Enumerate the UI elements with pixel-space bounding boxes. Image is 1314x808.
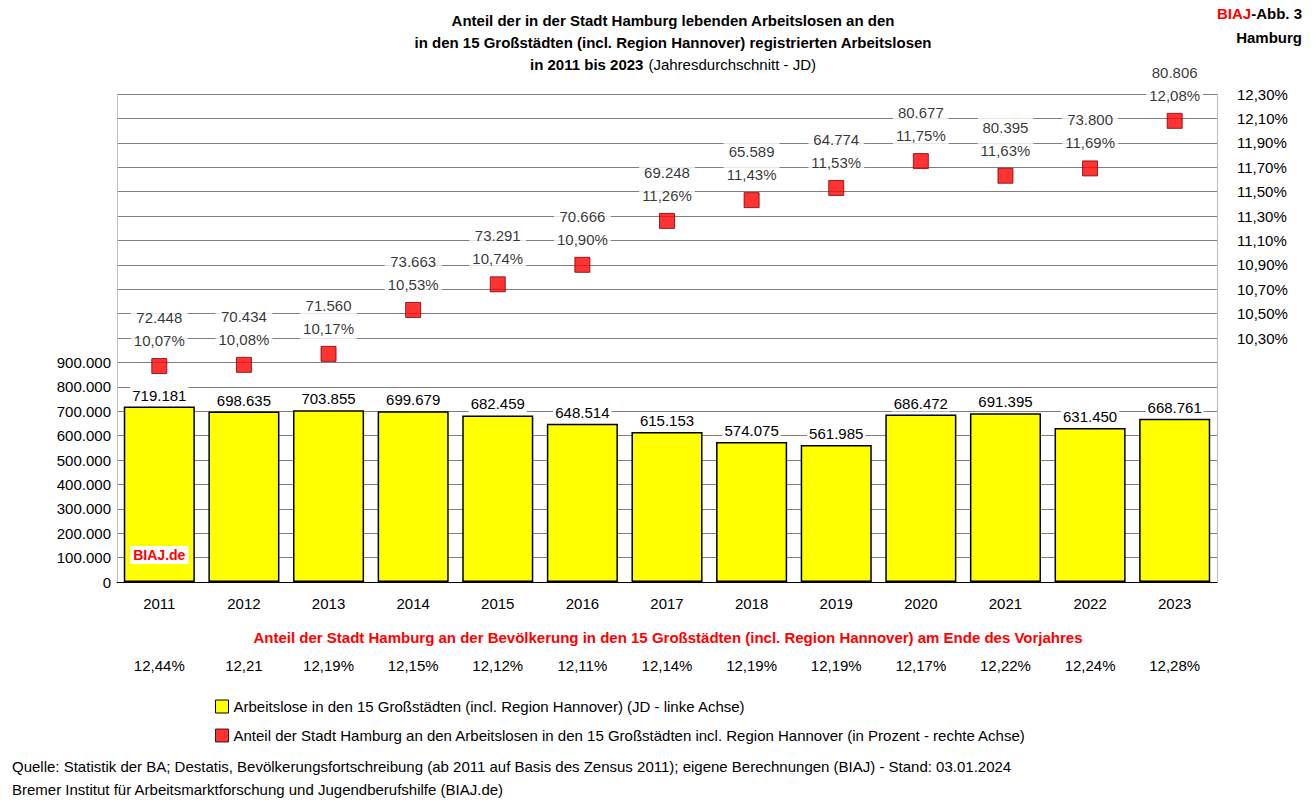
svg-text:12,15%: 12,15% <box>388 657 439 674</box>
svg-text:BIAJ.de: BIAJ.de <box>133 547 185 563</box>
svg-text:10,74%: 10,74% <box>472 250 523 267</box>
svg-text:631.450: 631.450 <box>1063 408 1117 425</box>
svg-text:in den 15 Großstädten (incl. R: in den 15 Großstädten (incl. Region Hann… <box>414 34 931 51</box>
svg-text:70.666: 70.666 <box>559 208 605 225</box>
svg-text:100.000: 100.000 <box>57 549 111 566</box>
svg-text:(Jahresdurchschnitt - JD): (Jahresdurchschnitt - JD) <box>648 56 816 73</box>
svg-text:11,75%: 11,75% <box>896 127 946 144</box>
svg-text:71.560: 71.560 <box>306 297 352 314</box>
svg-text:2023: 2023 <box>1158 595 1191 612</box>
svg-text:11,53%: 11,53% <box>811 154 861 171</box>
svg-text:10,70%: 10,70% <box>1237 281 1288 298</box>
svg-text:400.000: 400.000 <box>57 476 111 493</box>
svg-text:10,30%: 10,30% <box>1237 330 1288 347</box>
svg-text:12,21: 12,21 <box>225 657 263 674</box>
svg-text:73.663: 73.663 <box>390 253 436 270</box>
svg-text:Arbeitslose in den 15 Großstäd: Arbeitslose in den 15 Großstädten (incl.… <box>234 698 745 715</box>
svg-text:10,50%: 10,50% <box>1237 305 1288 322</box>
svg-text:10,07%: 10,07% <box>134 332 185 349</box>
svg-text:70.434: 70.434 <box>221 308 267 325</box>
svg-text:73.800: 73.800 <box>1067 111 1113 128</box>
svg-text:12,22%: 12,22% <box>980 657 1031 674</box>
svg-text:11,10%: 11,10% <box>1237 232 1287 249</box>
svg-text:12,30%: 12,30% <box>1237 86 1288 103</box>
svg-text:11,63%: 11,63% <box>981 142 1031 159</box>
svg-text:2016: 2016 <box>566 595 599 612</box>
svg-text:2021: 2021 <box>989 595 1022 612</box>
svg-text:800.000: 800.000 <box>57 378 111 395</box>
svg-text:200.000: 200.000 <box>57 525 111 542</box>
svg-text:12,24%: 12,24% <box>1065 657 1116 674</box>
svg-text:2022: 2022 <box>1073 595 1106 612</box>
svg-text:12,12%: 12,12% <box>472 657 523 674</box>
svg-text:12,17%: 12,17% <box>895 657 946 674</box>
svg-text:80.677: 80.677 <box>898 104 944 121</box>
svg-text:574.075: 574.075 <box>724 422 778 439</box>
svg-text:11,90%: 11,90% <box>1237 134 1287 151</box>
svg-text:10,53%: 10,53% <box>388 276 439 293</box>
svg-text:10,08%: 10,08% <box>218 331 269 348</box>
svg-text:12,10%: 12,10% <box>1237 110 1288 127</box>
svg-text:in 2011 bis 2023: in 2011 bis 2023 <box>530 56 643 73</box>
svg-text:2012: 2012 <box>227 595 260 612</box>
svg-text:11,69%: 11,69% <box>1065 134 1115 151</box>
svg-text:615.153: 615.153 <box>640 412 694 429</box>
svg-text:2020: 2020 <box>904 595 937 612</box>
svg-text:561.985: 561.985 <box>809 425 863 442</box>
svg-text:668.761: 668.761 <box>1148 399 1202 416</box>
svg-text:691.395: 691.395 <box>978 393 1032 410</box>
svg-text:12,19%: 12,19% <box>726 657 777 674</box>
svg-text:64.774: 64.774 <box>813 131 859 148</box>
svg-text:12,11%: 12,11% <box>558 657 608 674</box>
svg-text:2015: 2015 <box>481 595 514 612</box>
svg-text:2011: 2011 <box>143 595 175 612</box>
svg-text:0: 0 <box>103 574 111 591</box>
svg-text:BIAJ: BIAJ <box>1217 5 1251 22</box>
svg-text:2018: 2018 <box>735 595 768 612</box>
svg-text:10,90%: 10,90% <box>557 231 608 248</box>
svg-text:699.679: 699.679 <box>386 391 440 408</box>
svg-text:11,50%: 11,50% <box>1237 183 1287 200</box>
svg-text:300.000: 300.000 <box>57 500 111 517</box>
svg-text:682.459: 682.459 <box>471 395 525 412</box>
svg-text:Quelle: Statistik der BA; Dest: Quelle: Statistik der BA; Destatis, Bevö… <box>12 758 1011 775</box>
svg-text:2019: 2019 <box>820 595 853 612</box>
svg-text:11,43%: 11,43% <box>727 166 777 183</box>
svg-text:12,44%: 12,44% <box>134 657 185 674</box>
svg-text:80.806: 80.806 <box>1152 64 1198 81</box>
svg-text:686.472: 686.472 <box>894 395 948 412</box>
svg-text:65.589: 65.589 <box>729 143 775 160</box>
svg-text:72.448: 72.448 <box>136 309 182 326</box>
svg-text:698.635: 698.635 <box>217 392 271 409</box>
svg-text:11,30%: 11,30% <box>1237 208 1287 225</box>
svg-text:12,19%: 12,19% <box>303 657 354 674</box>
svg-text:12,28%: 12,28% <box>1149 657 1200 674</box>
svg-text:11,70%: 11,70% <box>1237 159 1287 176</box>
svg-text:Hamburg: Hamburg <box>1236 29 1302 46</box>
svg-text:80.395: 80.395 <box>983 119 1029 136</box>
svg-text:500.000: 500.000 <box>57 452 111 469</box>
svg-text:Anteil der Stadt Hamburg an de: Anteil der Stadt Hamburg an den Arbeitsl… <box>234 727 1025 744</box>
svg-text:648.514: 648.514 <box>555 404 609 421</box>
svg-text:600.000: 600.000 <box>57 427 111 444</box>
svg-text:2014: 2014 <box>396 595 429 612</box>
svg-text:-Abb. 3: -Abb. 3 <box>1251 5 1302 22</box>
svg-text:10,90%: 10,90% <box>1237 256 1288 273</box>
svg-text:12,08%: 12,08% <box>1149 87 1200 104</box>
svg-text:2017: 2017 <box>650 595 683 612</box>
svg-text:700.000: 700.000 <box>57 403 111 420</box>
svg-text:Anteil der in der Stadt Hambur: Anteil der in der Stadt Hamburg lebenden… <box>452 12 895 29</box>
svg-text:12,14%: 12,14% <box>642 657 693 674</box>
svg-text:69.248: 69.248 <box>644 164 690 181</box>
svg-text:12,19%: 12,19% <box>811 657 862 674</box>
svg-text:719.181: 719.181 <box>132 387 186 404</box>
svg-text:10,17%: 10,17% <box>303 320 354 337</box>
svg-text:Bremer Institut für Arbeitsmar: Bremer Institut für Arbeitsmarktforschun… <box>12 781 503 798</box>
svg-text:73.291: 73.291 <box>475 227 521 244</box>
svg-text:703.855: 703.855 <box>301 390 355 407</box>
svg-text:11,26%: 11,26% <box>642 187 692 204</box>
svg-text:2013: 2013 <box>312 595 345 612</box>
svg-text:Anteil der Stadt Hamburg an de: Anteil der Stadt Hamburg an der Bevölker… <box>253 629 1082 646</box>
svg-text:900.000: 900.000 <box>57 354 111 371</box>
